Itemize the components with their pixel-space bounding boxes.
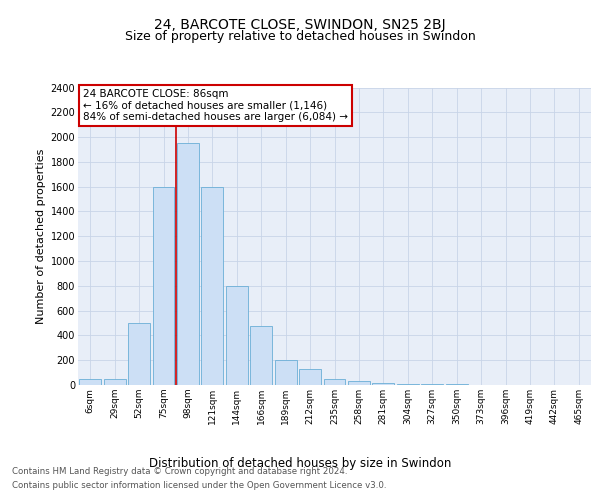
Bar <box>397 384 419 385</box>
Text: 24 BARCOTE CLOSE: 86sqm
← 16% of detached houses are smaller (1,146)
84% of semi: 24 BARCOTE CLOSE: 86sqm ← 16% of detache… <box>83 89 348 122</box>
Text: Distribution of detached houses by size in Swindon: Distribution of detached houses by size … <box>149 458 451 470</box>
Text: Size of property relative to detached houses in Swindon: Size of property relative to detached ho… <box>125 30 475 43</box>
Bar <box>348 382 370 385</box>
Bar <box>79 379 101 385</box>
Bar <box>275 360 296 385</box>
Text: Contains HM Land Registry data © Crown copyright and database right 2024.: Contains HM Land Registry data © Crown c… <box>12 467 347 476</box>
Text: 24, BARCOTE CLOSE, SWINDON, SN25 2BJ: 24, BARCOTE CLOSE, SWINDON, SN25 2BJ <box>154 18 446 32</box>
Bar <box>446 384 467 385</box>
Bar <box>202 186 223 385</box>
Y-axis label: Number of detached properties: Number of detached properties <box>37 148 46 324</box>
Bar <box>421 384 443 385</box>
Bar <box>226 286 248 385</box>
Text: Contains public sector information licensed under the Open Government Licence v3: Contains public sector information licen… <box>12 481 386 490</box>
Bar <box>323 379 346 385</box>
Bar <box>177 144 199 385</box>
Bar <box>299 369 321 385</box>
Bar <box>104 379 125 385</box>
Bar <box>373 382 394 385</box>
Bar <box>250 326 272 385</box>
Bar <box>152 186 175 385</box>
Bar <box>128 323 150 385</box>
